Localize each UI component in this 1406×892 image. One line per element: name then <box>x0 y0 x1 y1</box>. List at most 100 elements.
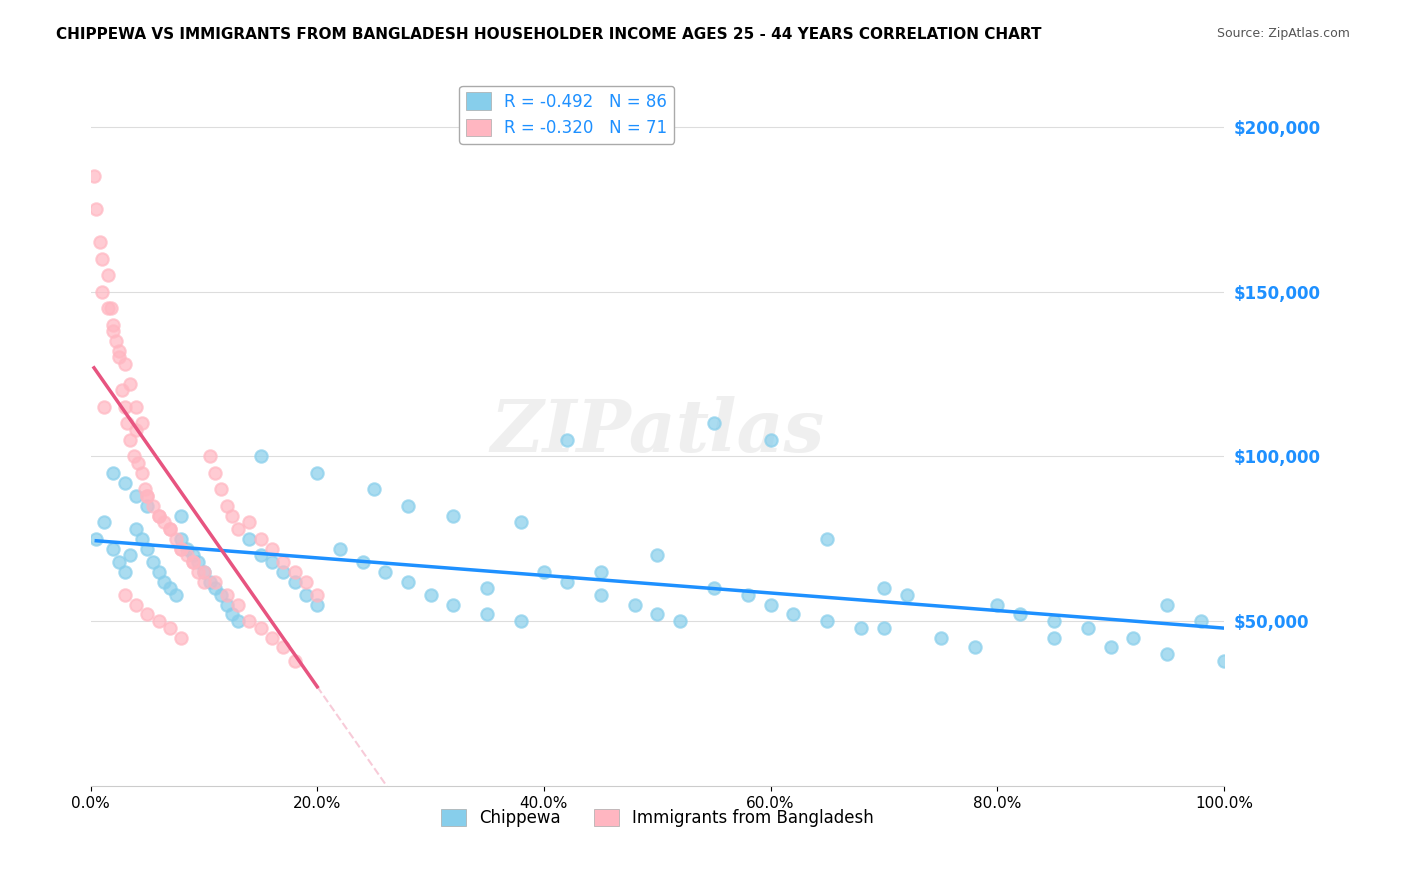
Point <box>215 598 238 612</box>
Point <box>1043 631 1066 645</box>
Point <box>159 522 181 536</box>
Point <box>782 607 804 622</box>
Point <box>238 515 260 529</box>
Point <box>1099 640 1122 655</box>
Point <box>176 541 198 556</box>
Point <box>93 400 115 414</box>
Point <box>91 252 114 266</box>
Point <box>703 417 725 431</box>
Point <box>104 334 127 348</box>
Point <box>759 598 782 612</box>
Point <box>477 607 499 622</box>
Point <box>114 475 136 490</box>
Point <box>198 450 221 464</box>
Point <box>83 169 105 184</box>
Point <box>815 532 838 546</box>
Legend: Chippewa, Immigrants from Bangladesh: Chippewa, Immigrants from Bangladesh <box>434 803 880 834</box>
Point <box>122 450 145 464</box>
Point <box>249 532 271 546</box>
Point <box>131 532 153 546</box>
Point <box>555 574 578 589</box>
Point <box>963 640 986 655</box>
Point <box>125 400 148 414</box>
Point <box>148 565 170 579</box>
Point <box>111 384 134 398</box>
Point <box>103 466 125 480</box>
Point <box>1008 607 1031 622</box>
Point <box>120 376 142 391</box>
Point <box>533 565 555 579</box>
Point <box>284 565 307 579</box>
Point <box>170 508 193 523</box>
Point <box>215 588 238 602</box>
Point <box>165 532 187 546</box>
Point <box>226 614 249 628</box>
Point <box>307 466 329 480</box>
Point <box>396 499 419 513</box>
Point <box>363 483 385 497</box>
Point <box>1189 614 1212 628</box>
Point <box>329 541 352 556</box>
Point <box>221 607 243 622</box>
Point <box>260 631 283 645</box>
Point <box>193 565 215 579</box>
Point <box>114 588 136 602</box>
Point <box>165 588 187 602</box>
Point <box>986 598 1008 612</box>
Point <box>108 343 131 358</box>
Point <box>136 499 159 513</box>
Point <box>108 351 131 365</box>
Point <box>89 235 111 249</box>
Point <box>307 598 329 612</box>
Point <box>284 574 307 589</box>
Point <box>441 598 464 612</box>
Point <box>170 532 193 546</box>
Point <box>209 483 232 497</box>
Point <box>120 548 142 562</box>
Point <box>271 565 294 579</box>
Point <box>103 324 125 338</box>
Point <box>260 555 283 569</box>
Point <box>623 598 645 612</box>
Point <box>249 548 271 562</box>
Point <box>125 489 148 503</box>
Point <box>170 541 193 556</box>
Text: ZIPatlas: ZIPatlas <box>491 396 824 467</box>
Point <box>193 565 215 579</box>
Point <box>510 515 533 529</box>
Point <box>873 621 896 635</box>
Point <box>441 508 464 523</box>
Point <box>142 499 165 513</box>
Point <box>1156 647 1178 661</box>
Point <box>295 588 318 602</box>
Point <box>131 466 153 480</box>
Point <box>170 631 193 645</box>
Point <box>125 423 148 437</box>
Point <box>1156 598 1178 612</box>
Point <box>136 541 159 556</box>
Point <box>374 565 396 579</box>
Point <box>134 483 156 497</box>
Point <box>153 574 176 589</box>
Point <box>295 574 318 589</box>
Point <box>114 565 136 579</box>
Point <box>115 417 138 431</box>
Point <box>97 268 120 282</box>
Point <box>209 588 232 602</box>
Point <box>159 522 181 536</box>
Point <box>170 541 193 556</box>
Point <box>193 574 215 589</box>
Point <box>84 532 107 546</box>
Point <box>97 301 120 315</box>
Point <box>204 581 226 595</box>
Point <box>589 588 612 602</box>
Point <box>555 433 578 447</box>
Point <box>737 588 759 602</box>
Point <box>93 515 115 529</box>
Point <box>589 565 612 579</box>
Point <box>260 541 283 556</box>
Point <box>396 574 419 589</box>
Point <box>1122 631 1144 645</box>
Point <box>221 508 243 523</box>
Point <box>204 466 226 480</box>
